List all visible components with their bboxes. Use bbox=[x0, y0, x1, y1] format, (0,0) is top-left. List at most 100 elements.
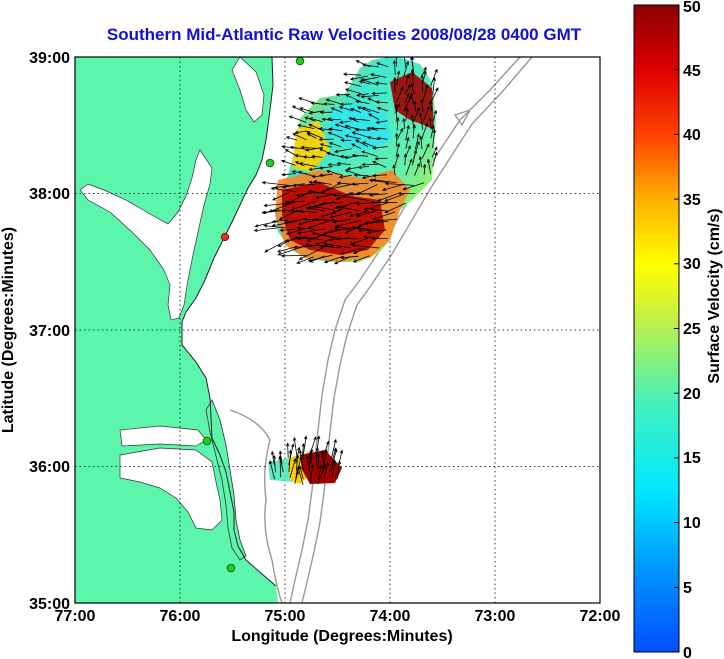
velocity-arrow bbox=[351, 143, 362, 150]
velocity-arrow bbox=[326, 151, 344, 158]
velocity-arrow bbox=[330, 107, 343, 113]
velocity-arrow bbox=[428, 100, 433, 112]
colorbar-tick-label: 25 bbox=[683, 321, 701, 338]
velocity-arrow bbox=[414, 133, 420, 150]
velocity-arrow bbox=[292, 133, 307, 141]
velocity-arrow bbox=[307, 190, 332, 195]
velocity-arrow bbox=[322, 229, 341, 236]
velocity-arrow bbox=[368, 113, 380, 120]
velocity-arrow bbox=[371, 91, 388, 96]
velocity-arrow bbox=[371, 236, 388, 241]
velocity-arrow bbox=[284, 236, 307, 243]
velocity-arrow bbox=[328, 142, 342, 148]
velocity-arrow bbox=[305, 206, 325, 212]
velocity-arrow bbox=[291, 105, 306, 113]
velocity-arrow bbox=[363, 221, 388, 225]
velocity-arrow bbox=[395, 57, 397, 67]
y-tick-label: 38:00 bbox=[29, 186, 70, 203]
x-axis: 77:00 76:00 75:00 74:00 73:00 72:00 Long… bbox=[55, 608, 621, 645]
velocity-arrow bbox=[289, 457, 297, 479]
velocity-arrow bbox=[315, 446, 320, 466]
velocity-arrow bbox=[339, 102, 353, 107]
velocity-arrow bbox=[354, 128, 371, 132]
velocity-arrow bbox=[253, 227, 278, 232]
velocity-arrow bbox=[432, 151, 438, 167]
velocity-arrow bbox=[422, 105, 430, 123]
velocity-arrow bbox=[277, 245, 306, 256]
velocity-arrow bbox=[337, 449, 344, 470]
velocity-arrow bbox=[363, 202, 388, 211]
velocity-arrow bbox=[281, 172, 297, 177]
velocity-arrow bbox=[397, 191, 416, 196]
velocity-arrow bbox=[271, 219, 289, 224]
velocity-arrow bbox=[431, 146, 438, 158]
velocity-arrow bbox=[353, 173, 369, 177]
velocity-arrow bbox=[311, 232, 341, 240]
hf-radar-station bbox=[295, 57, 305, 66]
velocity-arrow bbox=[393, 76, 397, 93]
velocity-arrow bbox=[362, 63, 379, 68]
velocity-arrow bbox=[308, 436, 317, 458]
velocity-arrow bbox=[331, 218, 351, 224]
velocity-arrow bbox=[297, 219, 317, 226]
velocity-arrow bbox=[298, 162, 317, 167]
velocity-arrow bbox=[402, 182, 425, 191]
velocity-arrow bbox=[298, 449, 304, 471]
velocity-arrow bbox=[396, 116, 400, 131]
velocity-arrow bbox=[318, 244, 341, 249]
x-tick-label: 73:00 bbox=[475, 608, 516, 625]
velocity-arrow bbox=[296, 123, 315, 129]
velocity-arrow bbox=[314, 217, 343, 222]
velocity-arrow bbox=[299, 107, 316, 114]
velocity-arrow bbox=[272, 192, 290, 201]
velocity-arrow bbox=[361, 162, 378, 167]
velocity-arrow bbox=[374, 156, 388, 161]
velocity-arrow bbox=[319, 143, 332, 148]
velocity-arrow bbox=[311, 174, 326, 179]
velocity-arrow bbox=[344, 169, 362, 176]
velocity-arrow bbox=[263, 224, 287, 229]
velocity-arrow bbox=[289, 145, 308, 150]
velocity-arrow bbox=[352, 255, 370, 263]
velocity-arrow bbox=[302, 155, 316, 159]
velocity-arrow bbox=[338, 106, 353, 112]
velocity-arrow bbox=[322, 102, 335, 106]
velocity-arrow bbox=[353, 246, 368, 254]
velocity-arrow bbox=[319, 110, 333, 115]
x-tick-label: 74:00 bbox=[370, 608, 411, 625]
velocity-arrows-south bbox=[269, 435, 344, 486]
velocity-arrow bbox=[296, 256, 314, 264]
velocity-arrow bbox=[327, 131, 343, 139]
velocity-arrow bbox=[296, 236, 323, 241]
velocity-arrow bbox=[361, 106, 380, 114]
velocity-arrow bbox=[344, 81, 362, 87]
velocity-arrow bbox=[375, 100, 388, 104]
velocity-arrow bbox=[351, 153, 368, 158]
colorbar-tick-label: 5 bbox=[683, 580, 692, 597]
velocity-arrow bbox=[420, 74, 424, 93]
colorbar-tick-label: 50 bbox=[683, 0, 701, 16]
velocity-arrow bbox=[334, 225, 362, 230]
x-tick-label: 77:00 bbox=[55, 608, 96, 625]
hf-radar-station bbox=[265, 158, 275, 168]
colorbar-gradient bbox=[633, 4, 680, 653]
velocity-arrow bbox=[294, 470, 299, 484]
velocity-arrow bbox=[430, 68, 438, 86]
velocity-arrow bbox=[306, 131, 323, 139]
x-tick-label: 75:00 bbox=[265, 608, 306, 625]
colorbar-tick-label: 40 bbox=[683, 127, 701, 144]
velocity-arrow bbox=[419, 135, 423, 150]
velocity-arrow bbox=[432, 109, 438, 123]
velocity-arrow bbox=[360, 94, 379, 99]
velocity-arrow bbox=[403, 60, 409, 77]
velocity-arrow bbox=[355, 60, 371, 68]
velocity-arrow bbox=[432, 128, 437, 148]
velocity-arrow bbox=[284, 200, 305, 204]
velocity-arrow bbox=[261, 181, 289, 186]
velocity-arrow bbox=[430, 87, 439, 103]
velocity-arrow bbox=[292, 245, 317, 250]
velocity-arrow bbox=[372, 211, 396, 220]
map-plot-area bbox=[75, 57, 600, 603]
velocity-arrow bbox=[351, 182, 369, 186]
